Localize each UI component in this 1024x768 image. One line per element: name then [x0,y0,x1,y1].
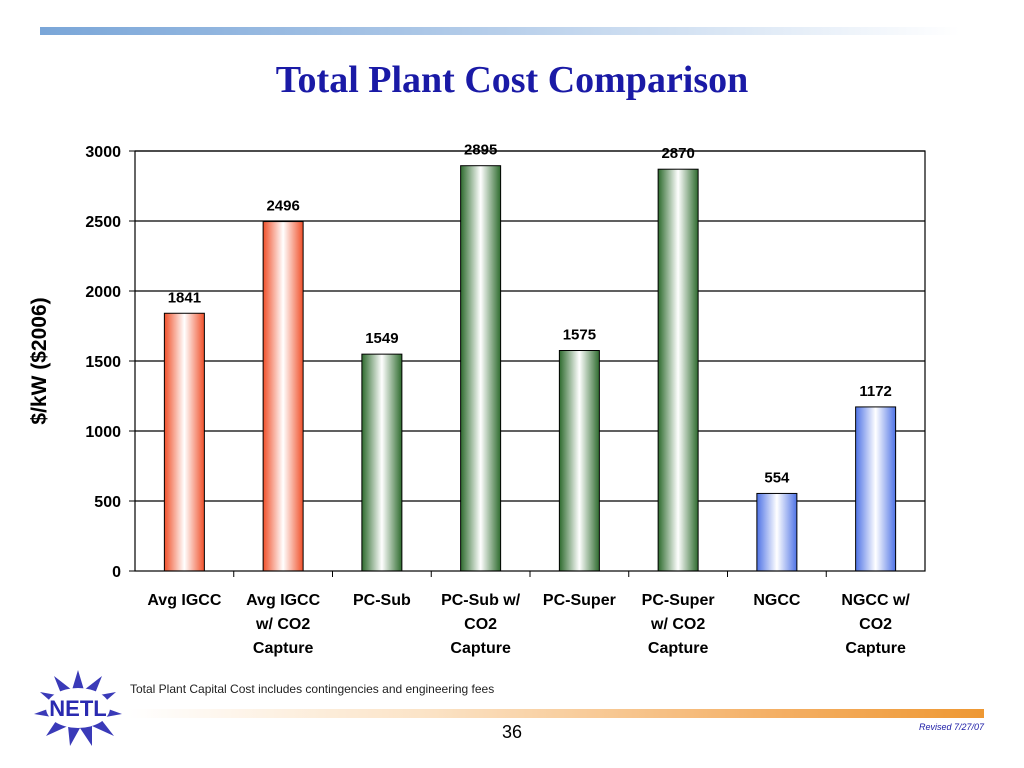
y-tick-label: 1500 [85,354,121,371]
y-tick-label: 1000 [85,424,121,441]
bar [558,350,600,572]
top-accent-band [40,27,960,35]
bar [855,406,897,572]
y-tick-label: 500 [94,494,121,511]
data-label: 1841 [168,289,201,306]
bar [262,221,304,572]
x-tick-label: Capture [648,640,709,657]
y-tick-label: 0 [112,564,121,581]
data-label: 554 [764,469,790,486]
starburst-icon [34,670,122,746]
x-tick-label: w/ CO2 [255,616,310,633]
footnote: Total Plant Capital Cost includes contin… [130,682,495,696]
bar [361,353,403,572]
bottom-accent-band [128,709,984,718]
x-tick-label: PC-Sub w/ [441,592,521,609]
x-tick-label: Capture [253,640,314,657]
y-axis-label: $/kW ($2006) [28,297,51,424]
x-tick-label: PC-Sub [353,592,411,609]
x-tick-label: CO2 [859,616,892,633]
x-tick-label: PC-Super [642,592,715,609]
logo-wordmark: NETL [49,696,106,721]
x-tick-label: Capture [845,640,906,657]
x-tick-label: Avg IGCC [246,592,321,609]
x-tick-label: NGCC w/ [841,592,910,609]
slide-title: Total Plant Cost Comparison [275,59,749,101]
bar-chart: 0 500 1000 1500 2000 2500 3000 1841 Avg IGCC 2496… [28,142,926,657]
x-tick-label: CO2 [464,616,497,633]
data-label: 2870 [661,145,694,162]
data-label: 1575 [563,327,596,344]
bar [756,492,798,572]
gridlines [135,150,925,502]
x-tick-label: NGCC [753,592,801,609]
data-label: 2895 [464,142,497,159]
y-tick-label: 2500 [85,214,121,231]
y-tick-label: 3000 [85,144,121,161]
axes [129,150,926,577]
data-label: 2496 [266,198,299,215]
bars [163,165,897,572]
x-tick-label: Avg IGCC [147,592,222,609]
x-tick-label: w/ CO2 [650,616,705,633]
x-tick-label: PC-Super [543,592,616,609]
y-tick-label: 2000 [85,284,121,301]
bar [460,165,502,572]
data-label: 1172 [859,383,892,400]
x-tick-label: Capture [450,640,511,657]
labels: 0 500 1000 1500 2000 2500 3000 1841 Avg IGCC 2496… [28,142,910,657]
bar [163,312,205,572]
bar [657,168,699,572]
page-number: 36 [501,722,523,742]
netl-logo: NETL [34,670,122,746]
revised-date: Revised 7/27/07 [918,722,984,732]
data-label: 1549 [365,330,398,347]
